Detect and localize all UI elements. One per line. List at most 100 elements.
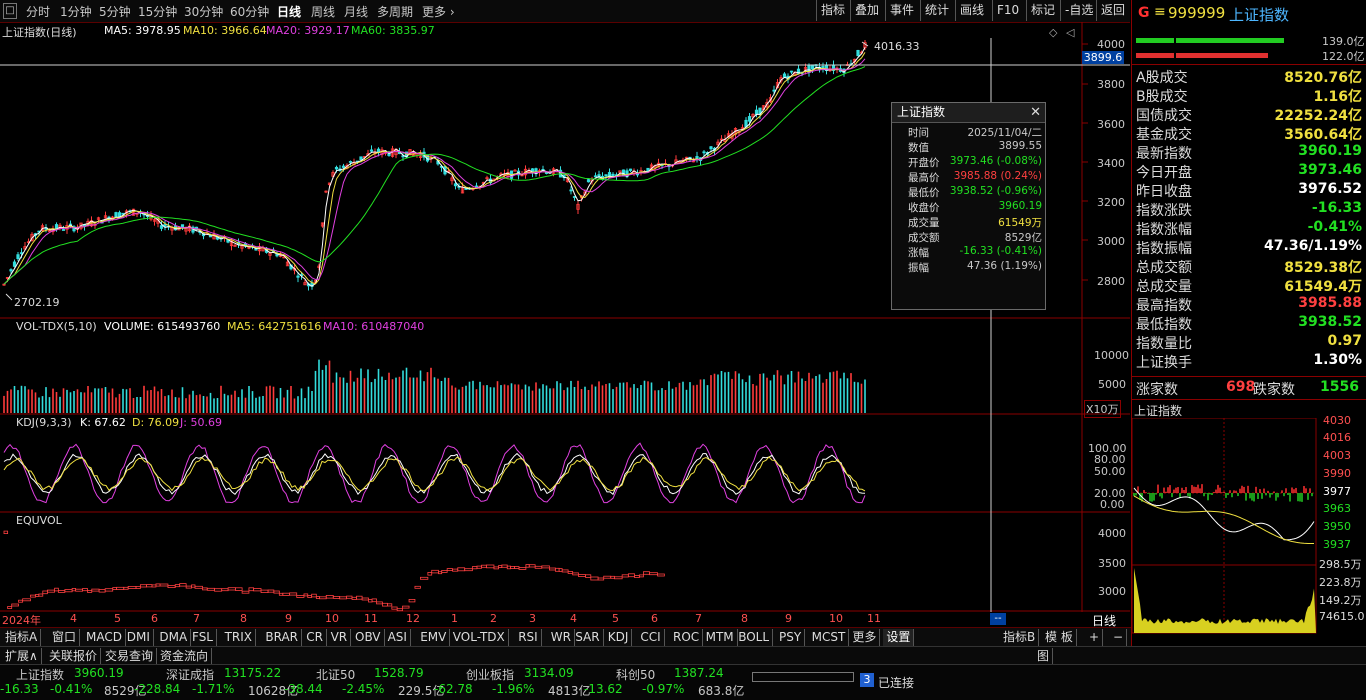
period-5min[interactable]: 5分钟 [99, 5, 131, 19]
equvol-box [452, 568, 459, 572]
tab-expand[interactable]: 扩展∧ [2, 648, 42, 664]
tab-obv[interactable]: OBV [352, 629, 385, 646]
tab-cr[interactable]: CR [303, 629, 327, 646]
candle-body [527, 170, 531, 173]
chart-area[interactable]: 上证指数(日线) MA5: 3978.95 MA10: 3966.64 MA20… [0, 22, 1130, 628]
tab-指标a[interactable]: 指标A [2, 629, 42, 646]
period-multi[interactable]: 多周期 [377, 5, 414, 19]
candle-body [19, 252, 24, 255]
equvol-y-tick: 4000 [1098, 527, 1126, 540]
diamond-icon[interactable]: ◇ [1049, 26, 1058, 39]
tooltip-key: 振幅 [908, 262, 929, 274]
equvol-box [11, 603, 19, 607]
chart-canvas[interactable] [0, 22, 1130, 612]
tab-sar[interactable]: SAR [572, 629, 604, 646]
equvol-box [214, 588, 223, 592]
tab-vr[interactable]: VR [328, 629, 352, 646]
g-icon[interactable]: G [1138, 5, 1150, 21]
tab-remove[interactable]: − [1110, 629, 1128, 646]
tool-favorite-button[interactable]: -自选 [1060, 0, 1097, 21]
equvol-panel-title: EQUVOL [16, 514, 62, 527]
x-tick: 12 [406, 612, 420, 625]
quote-row: 指数振幅 47.36/1.19% [1136, 238, 1364, 257]
period-monthly[interactable]: 月线 [344, 5, 369, 19]
equvol-box [376, 601, 383, 605]
tab-fund-flow[interactable]: 资金流向 [157, 648, 213, 664]
tab-vol-tdx[interactable]: VOL-TDX [450, 629, 509, 646]
tab-asi[interactable]: ASI [385, 629, 411, 646]
tab-emv[interactable]: EMV [417, 629, 451, 646]
period-fenshi[interactable]: 分时 [26, 5, 51, 19]
vol-panel-title: VOL-TDX(5,10) [16, 320, 97, 333]
quote-row: 指数量比 0.97 [1136, 333, 1364, 352]
ticker-percent: -0.97% [642, 682, 685, 696]
period-weekly[interactable]: 周线 [311, 5, 336, 19]
chart-icon[interactable]: 图 [1034, 648, 1054, 664]
window-icon[interactable]: □ [3, 3, 17, 19]
period-30min[interactable]: 30分钟 [184, 5, 224, 19]
tab-macd[interactable]: MACD [83, 629, 126, 646]
candle-body [597, 174, 601, 178]
tab-更多[interactable]: 更多 [849, 629, 881, 646]
tab-mcst[interactable]: MCST [809, 629, 850, 646]
mini-y-tick: 3937 [1323, 538, 1351, 551]
equvol-box [191, 584, 196, 588]
tab-related-quotes[interactable]: 关联报价 [46, 648, 102, 664]
tab-add[interactable]: + [1086, 629, 1104, 646]
close-icon[interactable]: ✕ [1030, 105, 1041, 120]
tab-brar[interactable]: BRAR [262, 629, 303, 646]
tab-rsi[interactable]: RSI [515, 629, 542, 646]
tab-设置[interactable]: 设置 [883, 629, 915, 646]
intraday-mini-chart[interactable] [1132, 418, 1366, 634]
quote-row: 最低指数 3938.52 [1136, 314, 1364, 333]
arrow-left-icon[interactable]: ◁ [1066, 26, 1075, 39]
equvol-box [481, 564, 487, 568]
equvol-box [408, 599, 416, 603]
tab-trix[interactable]: TRIX [222, 629, 257, 646]
candle-body [79, 222, 83, 229]
tool-mark-button[interactable]: 标记 [1026, 0, 1059, 21]
period-15min[interactable]: 15分钟 [138, 5, 178, 19]
tab-dma[interactable]: DMA [156, 629, 192, 646]
tab-mtm[interactable]: MTM [703, 629, 738, 646]
quote-value: 0.97 [1327, 333, 1362, 349]
tab-boll[interactable]: BOLL [735, 629, 774, 646]
tool-draw-button[interactable]: 画线 [955, 0, 988, 21]
tool-indicator-button[interactable]: 指标 [816, 0, 849, 21]
tab-roc[interactable]: ROC [670, 629, 704, 646]
equvol-box [91, 588, 100, 592]
tab-dmi[interactable]: DMI [124, 629, 154, 646]
tab-indicator-b[interactable]: 指标B [1000, 629, 1040, 646]
tab-fsl[interactable]: FSL [189, 629, 217, 646]
tool-stats-button[interactable]: 统计 [920, 0, 953, 21]
tab-template[interactable]: 模 板 [1042, 629, 1077, 646]
period-daily[interactable]: 日线 [277, 5, 302, 19]
tab-trade-query[interactable]: 交易查询 [102, 648, 158, 664]
tab-kdj[interactable]: KDJ [605, 629, 633, 646]
vol-ma10: MA10: 610487040 [323, 320, 425, 333]
period-more[interactable]: 更多 › [422, 5, 455, 19]
tooltip-title: 上证指数 ✕ [892, 103, 1045, 123]
tab-psy[interactable]: PSY [776, 629, 806, 646]
menu-icon[interactable]: ≡ [1154, 4, 1166, 20]
mini-chart-title: 上证指数 [1134, 404, 1183, 418]
mini-y-tick: 3950 [1323, 520, 1351, 533]
tooltip-value: 3899.55 [998, 140, 1042, 152]
equvol-box [356, 595, 363, 600]
tool-f10-button[interactable]: F10 [992, 0, 1023, 21]
equvol-box [528, 564, 536, 568]
tool-back-button[interactable]: 返回 [1096, 0, 1129, 21]
tab-cci[interactable]: CCI [637, 629, 665, 646]
tab-窗口[interactable]: 窗口 [49, 629, 81, 646]
tooltip-value: 47.36 (1.19%) [967, 260, 1042, 272]
candle-body [159, 225, 164, 229]
period-60min[interactable]: 60分钟 [230, 5, 270, 19]
tool-overlay-button[interactable]: 叠加 [850, 0, 883, 21]
equvol-box [541, 565, 550, 569]
tool-event-button[interactable]: 事件 [885, 0, 918, 21]
period-1min[interactable]: 1分钟 [60, 5, 92, 19]
index-ticker-bar: 上证指数 3960.19 -16.33 -0.41% 8529亿 深证成指 13175.22… [0, 664, 1366, 700]
y-tick: 3800 [1097, 78, 1125, 91]
tab-wr[interactable]: WR [548, 629, 575, 646]
kdj-y-tick: 80.00 [1094, 453, 1126, 466]
